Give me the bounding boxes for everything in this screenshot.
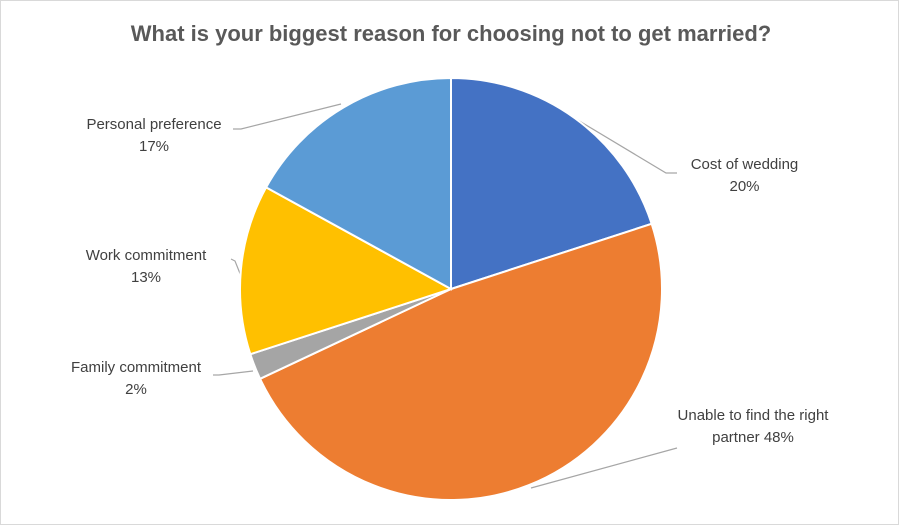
pie-slice — [450, 76, 653, 291]
pie — [239, 76, 663, 501]
value-label: 2% — [125, 381, 147, 398]
leader-line — [233, 103, 342, 130]
category-label: Unable to find the right partner — [677, 407, 829, 446]
data-label: Family commitment 2% — [51, 357, 221, 401]
category-label: Family commitment — [70, 359, 201, 376]
category-label: Personal preference — [86, 116, 222, 133]
data-label: Unable to find the right partner 48% — [673, 405, 833, 449]
value-label: 17% — [138, 138, 170, 155]
leader-line — [575, 118, 677, 174]
pie-slice — [258, 222, 663, 501]
category-label: Work commitment — [85, 247, 207, 264]
leader-lines — [213, 103, 678, 489]
value-label: 20% — [729, 178, 760, 195]
leader-line — [530, 447, 678, 489]
leader-line — [230, 258, 242, 277]
value-label: 48% — [763, 429, 794, 446]
chart-title: What is your biggest reason for choosing… — [131, 21, 772, 46]
pie-slice — [239, 185, 454, 356]
value-label: 13% — [130, 269, 162, 286]
data-label: Work commitment 13% — [61, 245, 231, 289]
data-label: Cost of wedding 20% — [677, 154, 812, 198]
data-label: Personal preference 17% — [61, 114, 247, 158]
category-label: Cost of wedding — [690, 156, 799, 173]
leader-line — [213, 370, 254, 376]
pie-slice — [264, 76, 452, 291]
